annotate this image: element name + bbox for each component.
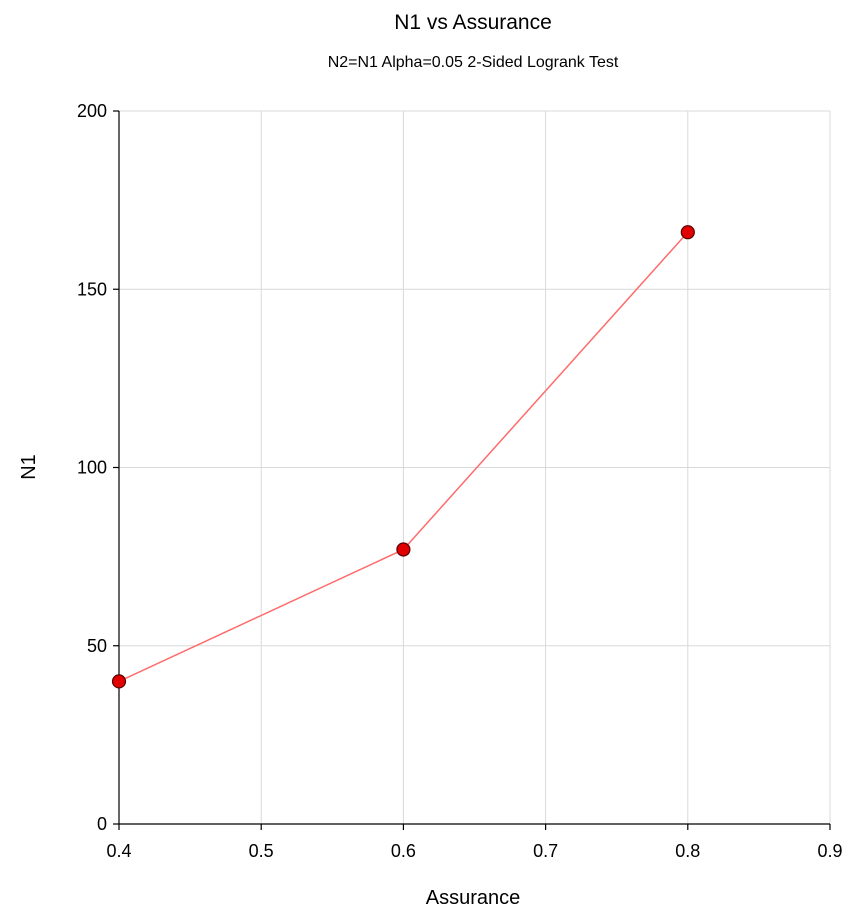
x-tick-label: 0.7 [533, 841, 558, 861]
x-tick-label: 0.4 [106, 841, 131, 861]
y-tick-label: 100 [77, 458, 107, 478]
data-point [680, 225, 695, 240]
y-axis-ticks: 0 50 100 150 200 [77, 101, 119, 834]
x-tick-label: 0.9 [817, 841, 842, 861]
y-tick-label: 0 [97, 814, 107, 834]
y-tick-label: 200 [77, 101, 107, 121]
data-point [396, 542, 411, 557]
y-tick-label: 150 [77, 279, 107, 299]
chart-subtitle: N2=N1 Alpha=0.05 2-Sided Logrank Test [328, 54, 619, 71]
x-tick-label: 0.5 [249, 841, 274, 861]
y-tick-label: 50 [87, 636, 107, 656]
chart-title: N1 vs Assurance [394, 11, 552, 34]
x-axis-label: Assurance [426, 887, 521, 909]
y-axis-label: N1 [18, 454, 40, 480]
data-point [111, 674, 127, 689]
series [111, 225, 695, 689]
x-tick-label: 0.8 [675, 841, 700, 861]
x-tick-label: 0.6 [391, 841, 416, 861]
grid [119, 110, 831, 824]
x-axis-ticks: 0.4 0.5 0.6 0.7 0.8 0.9 [106, 824, 843, 861]
